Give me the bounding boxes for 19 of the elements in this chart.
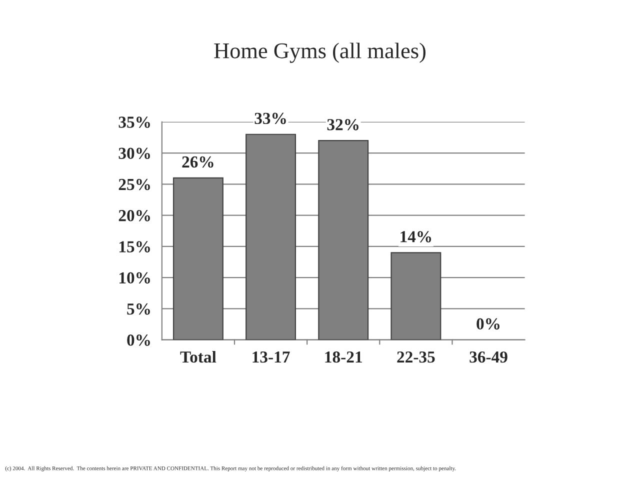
data-label: 33% — [254, 112, 286, 124]
x-tick-label: 36-49 — [470, 351, 508, 363]
x-tick-label: 13-17 — [252, 351, 290, 363]
y-tick-label: 0% — [127, 334, 150, 346]
data-label: 26% — [182, 156, 214, 168]
y-tick-label: 35% — [118, 116, 150, 128]
chart-title: Home Gyms (all males) — [214, 42, 426, 63]
x-tick-label: 18-21 — [325, 351, 362, 363]
y-tick-label: 5% — [127, 303, 150, 315]
x-tick-label: 22-35 — [397, 351, 435, 363]
y-tick-label: 20% — [118, 210, 150, 222]
data-label: 32% — [327, 119, 358, 130]
data-label: 14% — [400, 231, 432, 242]
y-tick-label: 25% — [118, 178, 150, 190]
y-tick-label: 10% — [120, 272, 150, 284]
y-tick-label: 30% — [118, 148, 150, 160]
x-tick-label: Total — [180, 350, 216, 363]
data-label: 0% — [476, 318, 500, 330]
y-tick-label: 15% — [120, 241, 150, 252]
